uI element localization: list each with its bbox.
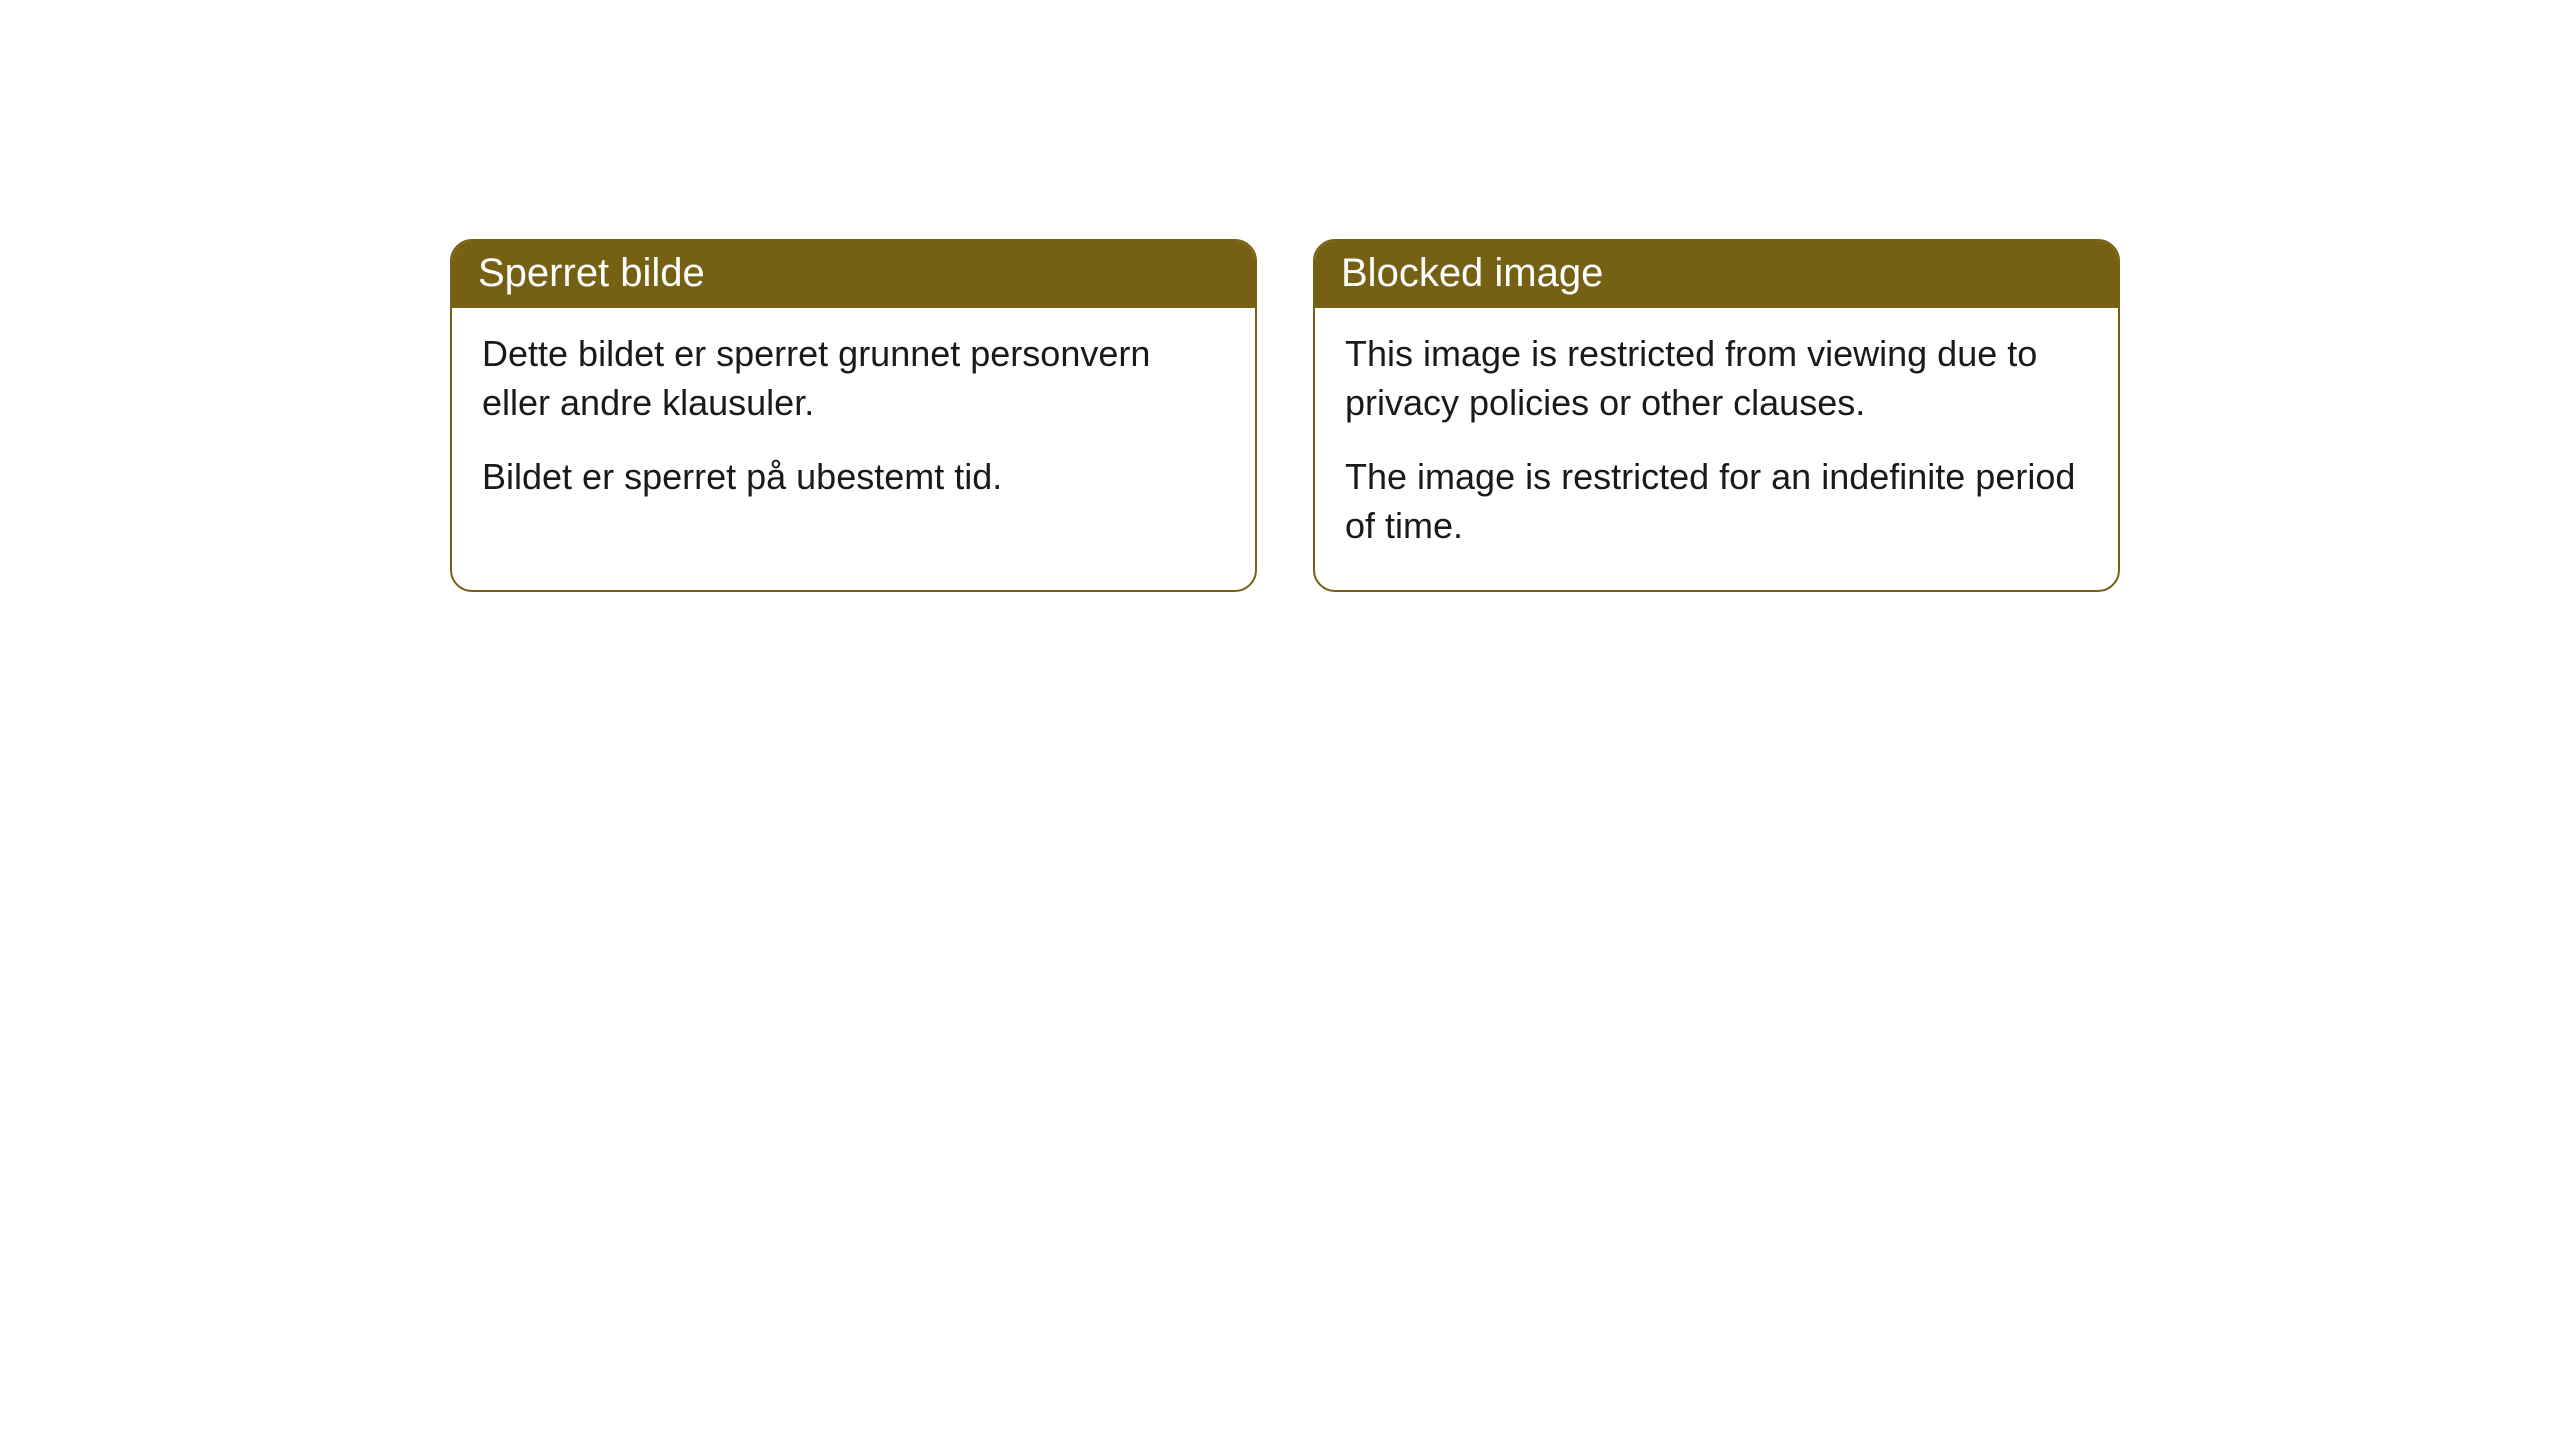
card-paragraph-1: Dette bildet er sperret grunnet personve… (482, 330, 1225, 427)
card-body-norwegian: Dette bildet er sperret grunnet personve… (452, 308, 1255, 542)
card-paragraph-2: Bildet er sperret på ubestemt tid. (482, 453, 1225, 502)
card-body-english: This image is restricted from viewing du… (1315, 308, 2118, 590)
card-paragraph-1: This image is restricted from viewing du… (1345, 330, 2088, 427)
card-paragraph-2: The image is restricted for an indefinit… (1345, 453, 2088, 550)
cards-container: Sperret bilde Dette bildet er sperret gr… (450, 239, 2120, 592)
card-norwegian: Sperret bilde Dette bildet er sperret gr… (450, 239, 1257, 592)
card-header-english: Blocked image (1315, 241, 2118, 308)
card-english: Blocked image This image is restricted f… (1313, 239, 2120, 592)
card-header-norwegian: Sperret bilde (452, 241, 1255, 308)
